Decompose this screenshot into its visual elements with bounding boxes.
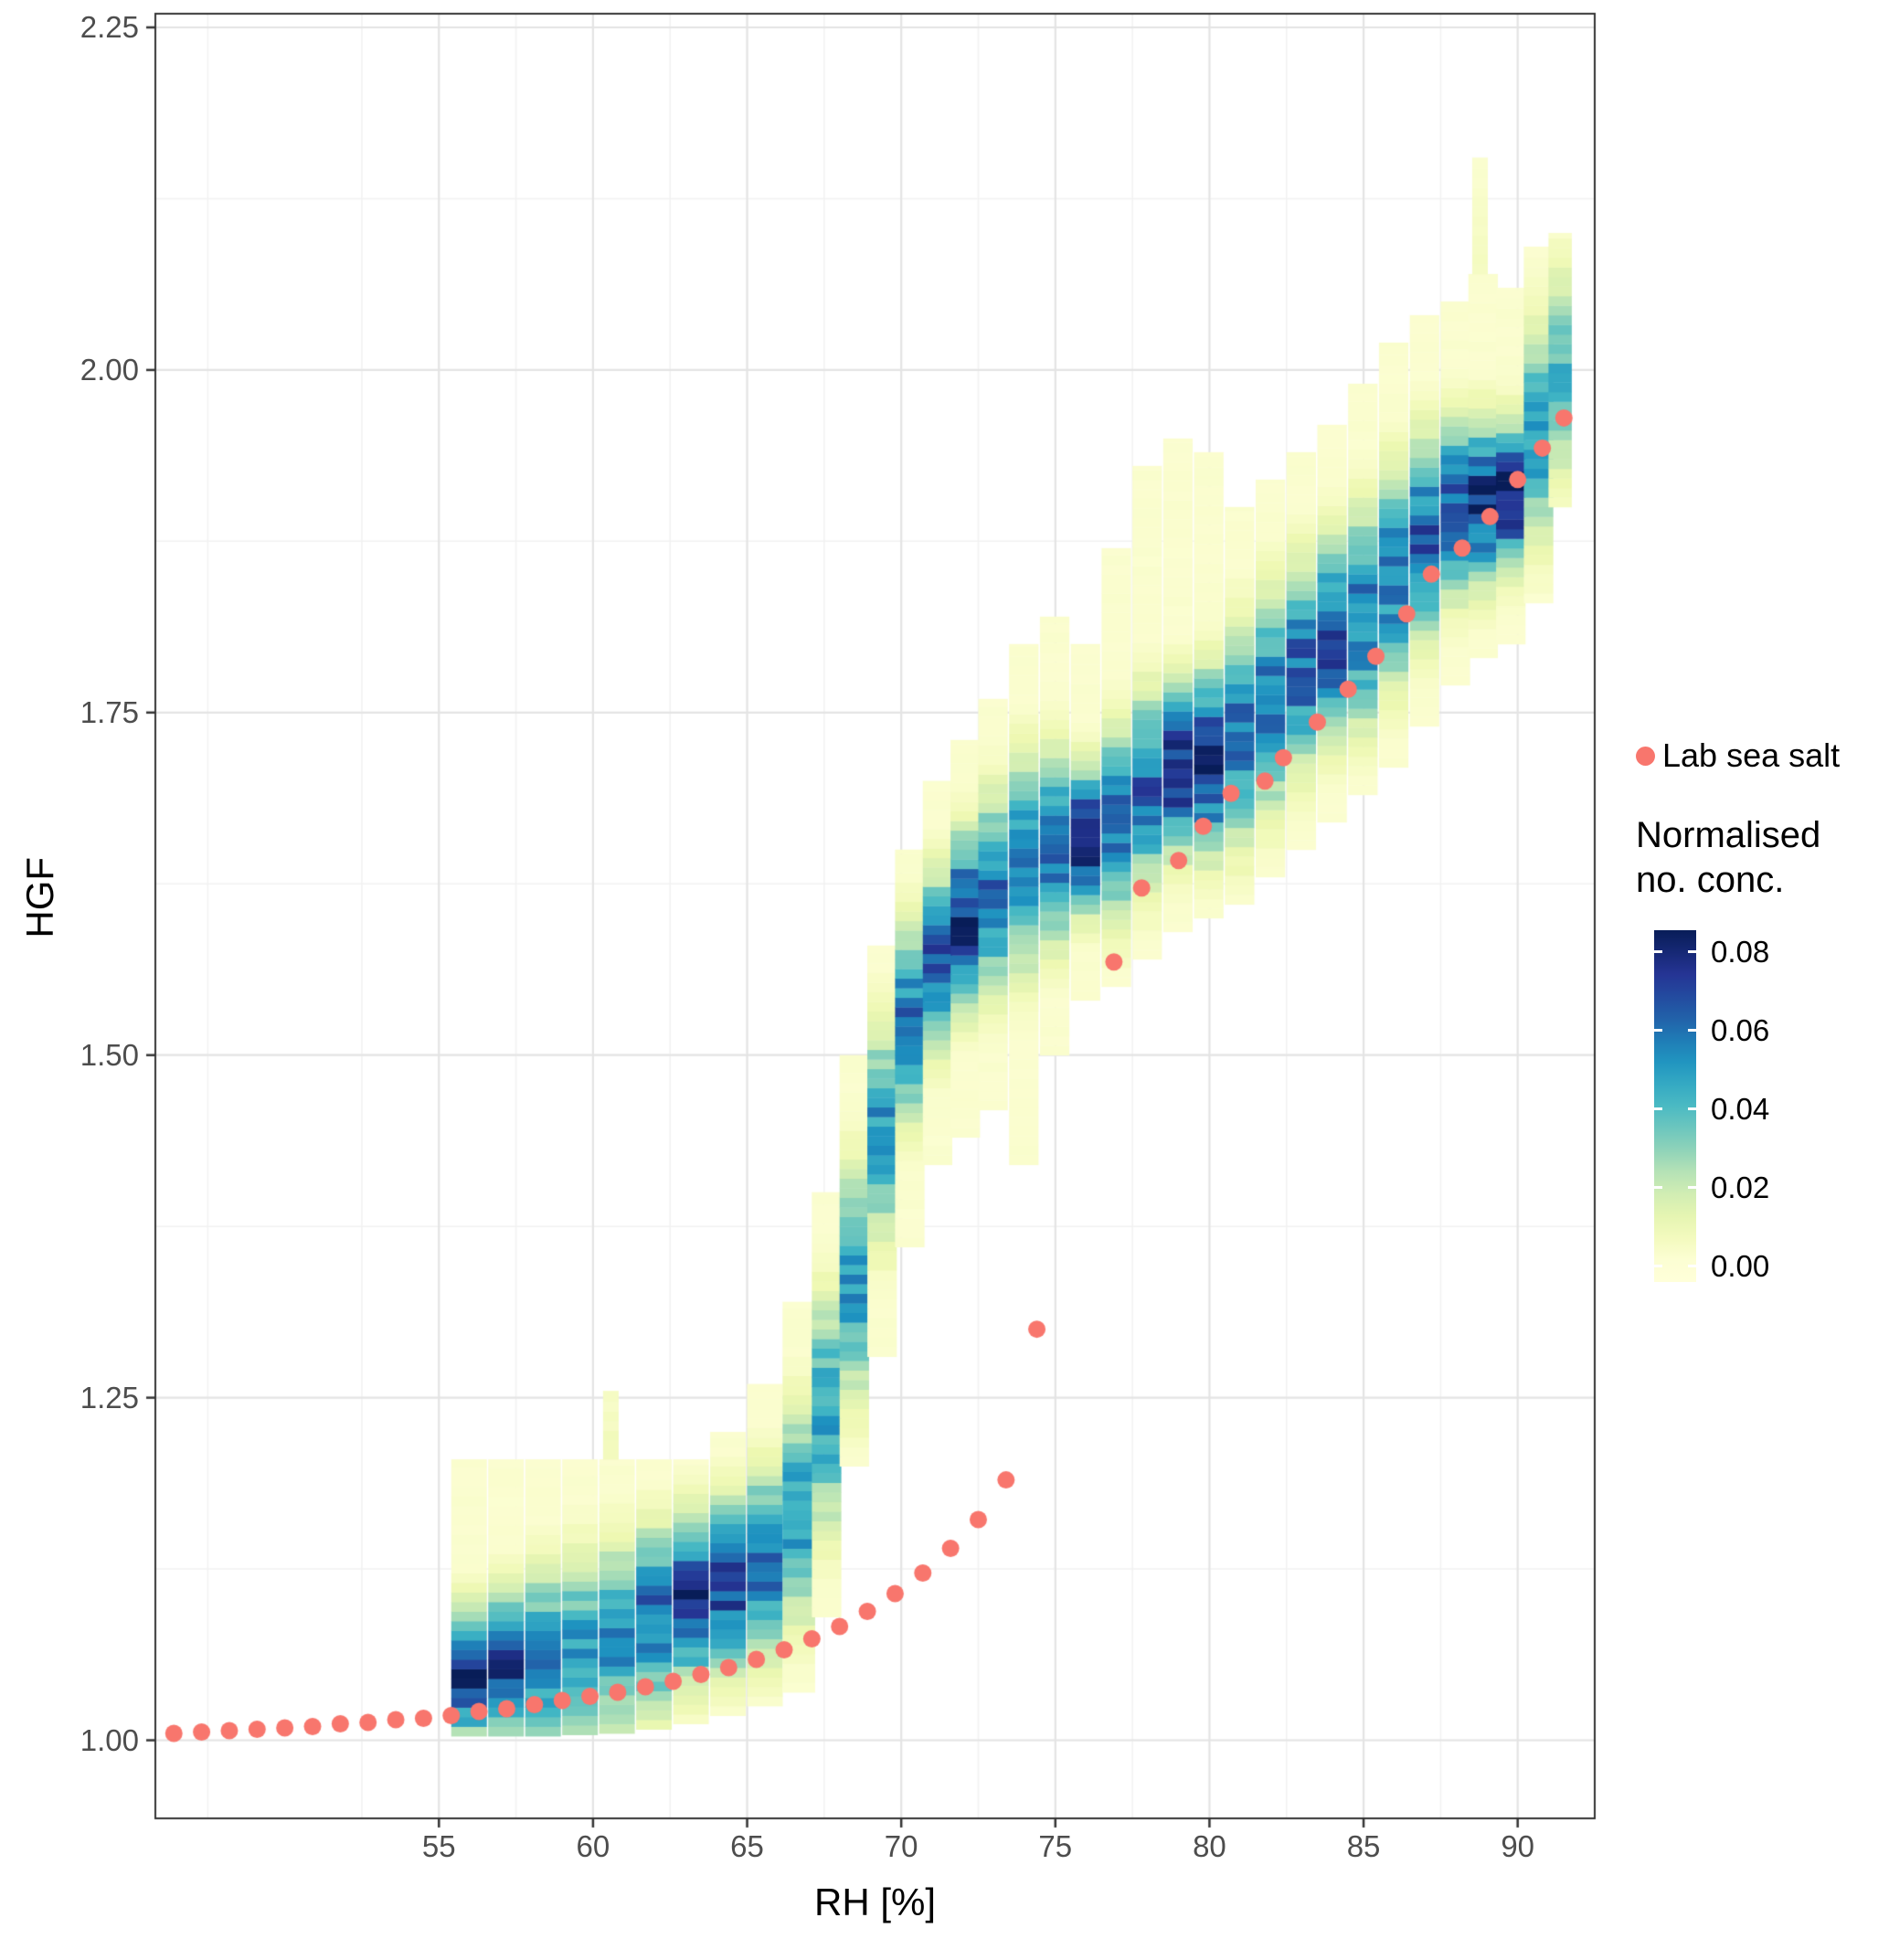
colorbar-gradient	[1654, 930, 1696, 1282]
y-tick-label: 1.50	[80, 1037, 139, 1072]
legend-item-lab-sea-salt: Lab sea salt	[1636, 736, 1889, 775]
legend: Lab sea salt Normalised no. conc. 0.08 0.…	[1636, 736, 1889, 1314]
colorbar-tick-label: 0.08	[1711, 934, 1770, 969]
x-tick-label: 75	[1038, 1829, 1073, 1863]
colorbar-title: Normalised no. conc.	[1636, 813, 1889, 903]
colorbar-tick-label: 0.00	[1711, 1248, 1770, 1283]
colorbar-tick-mark	[1688, 1107, 1696, 1111]
colorbar-title-line2: no. conc.	[1636, 860, 1785, 900]
x-tick-label: 55	[421, 1829, 456, 1863]
colorbar: 0.08 0.06 0.04 0.02 0.00	[1636, 930, 1889, 1314]
x-tick-label: 65	[730, 1829, 764, 1863]
x-tick-label: 60	[576, 1829, 610, 1863]
y-tick-label: 1.00	[80, 1722, 139, 1757]
colorbar-tick-mark	[1654, 1186, 1662, 1190]
y-tick-label: 2.00	[80, 352, 139, 387]
colorbar-tick-mark	[1654, 950, 1662, 954]
colorbar-title-line1: Normalised	[1636, 815, 1821, 855]
y-tick-label: 1.75	[80, 694, 139, 729]
colorbar-tick-label: 0.04	[1711, 1091, 1770, 1126]
colorbar-tick-mark	[1654, 1265, 1662, 1268]
legend-point-icon	[1636, 746, 1655, 766]
colorbar-tick-label: 0.02	[1711, 1170, 1770, 1204]
x-axis-title: RH [%]	[813, 1881, 936, 1923]
y-tick-label: 2.25	[80, 9, 139, 44]
colorbar-tick-mark	[1688, 1029, 1696, 1033]
y-axis-title: HGF	[18, 857, 61, 938]
x-tick-label: 70	[884, 1829, 918, 1863]
x-tick-label: 90	[1501, 1829, 1535, 1863]
x-tick-label: 80	[1193, 1829, 1226, 1863]
colorbar-tick-mark	[1654, 1107, 1662, 1111]
legend-point-label: Lab sea salt	[1662, 736, 1841, 774]
y-tick-label: 1.25	[80, 1380, 139, 1414]
colorbar-tick-mark	[1688, 1265, 1696, 1268]
colorbar-tick-mark	[1688, 950, 1696, 954]
colorbar-tick-mark	[1654, 1029, 1662, 1033]
colorbar-tick-mark	[1688, 1186, 1696, 1190]
x-tick-label: 85	[1346, 1829, 1381, 1863]
colorbar-tick-label: 0.06	[1711, 1012, 1770, 1047]
